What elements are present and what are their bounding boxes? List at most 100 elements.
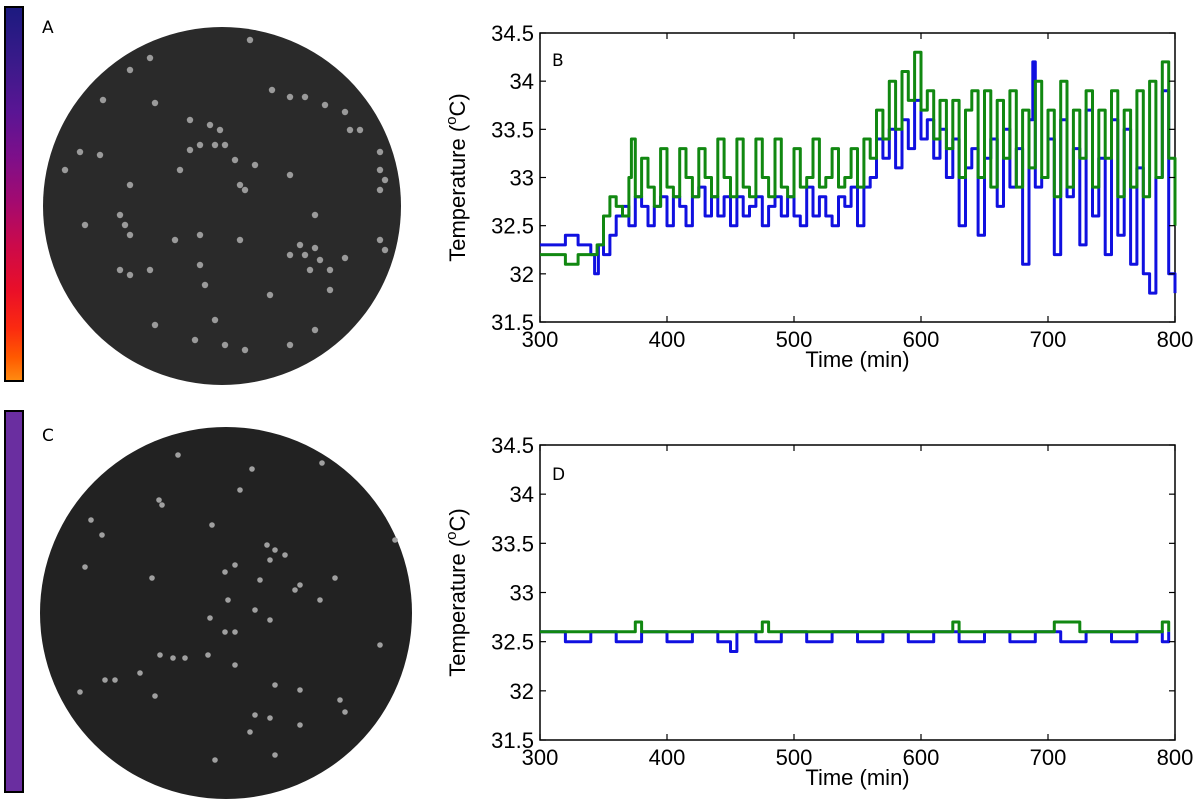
panel-label-c: C bbox=[42, 426, 54, 446]
colony bbox=[196, 231, 204, 239]
colony bbox=[292, 587, 298, 593]
series-line-green bbox=[540, 620, 1171, 634]
colony bbox=[236, 236, 244, 244]
colony bbox=[77, 689, 83, 695]
colony bbox=[76, 148, 84, 156]
y-tick-label: 32 bbox=[510, 262, 534, 287]
colony bbox=[377, 642, 383, 648]
colony bbox=[246, 36, 254, 44]
colony bbox=[157, 652, 163, 658]
colony bbox=[196, 261, 204, 269]
x-tick-label: 800 bbox=[1157, 745, 1194, 770]
colony bbox=[121, 221, 129, 229]
colony bbox=[116, 266, 124, 274]
colony bbox=[211, 316, 219, 324]
colony bbox=[222, 629, 228, 635]
colorbar-a bbox=[4, 6, 24, 382]
colony bbox=[99, 532, 105, 538]
series-line-green bbox=[540, 50, 1177, 266]
colony bbox=[232, 662, 238, 668]
colony bbox=[301, 251, 309, 259]
colony bbox=[376, 148, 384, 156]
colony bbox=[99, 96, 107, 104]
colony bbox=[332, 575, 338, 581]
x-tick-label: 500 bbox=[776, 327, 813, 352]
colony bbox=[137, 670, 143, 676]
colony bbox=[152, 693, 158, 699]
colony bbox=[82, 564, 88, 570]
x-tick-label: 700 bbox=[1030, 327, 1067, 352]
colony bbox=[286, 341, 294, 349]
x-tick-label: 600 bbox=[903, 327, 940, 352]
colonies-c bbox=[77, 452, 398, 763]
colony bbox=[126, 181, 134, 189]
colony bbox=[286, 251, 294, 259]
colony bbox=[311, 244, 319, 252]
y-tick-label: 31.5 bbox=[491, 310, 534, 335]
colony bbox=[319, 460, 325, 466]
colony bbox=[176, 166, 184, 174]
colony bbox=[268, 86, 276, 94]
colony bbox=[249, 466, 255, 472]
y-tick-label: 33.5 bbox=[491, 531, 534, 556]
panel-label-d: D bbox=[552, 465, 565, 485]
colony bbox=[306, 266, 314, 274]
colony bbox=[266, 291, 274, 299]
colony bbox=[257, 577, 263, 583]
colony bbox=[272, 682, 278, 688]
colony bbox=[212, 757, 218, 763]
colony bbox=[191, 336, 199, 344]
colony bbox=[112, 677, 118, 683]
panel-label-a: A bbox=[42, 18, 54, 38]
x-axis-label: Time (min) bbox=[805, 765, 909, 790]
colony bbox=[326, 286, 334, 294]
series-line-blue bbox=[540, 630, 1171, 653]
x-tick-label: 600 bbox=[903, 745, 940, 770]
colonies-a bbox=[61, 36, 389, 354]
colony bbox=[267, 617, 273, 623]
colony bbox=[356, 126, 364, 134]
y-tick-label: 34.5 bbox=[491, 433, 534, 458]
colony bbox=[241, 346, 249, 354]
colony bbox=[149, 575, 155, 581]
colony bbox=[381, 246, 389, 254]
colony bbox=[311, 326, 319, 334]
dish-c bbox=[40, 427, 412, 799]
colony bbox=[267, 557, 273, 563]
colony bbox=[81, 221, 89, 229]
y-tick-label: 32 bbox=[510, 679, 534, 704]
colony bbox=[286, 93, 294, 101]
x-tick-label: 300 bbox=[522, 745, 559, 770]
colony bbox=[326, 266, 334, 274]
colony bbox=[201, 281, 209, 289]
colony bbox=[317, 597, 323, 603]
colony bbox=[251, 161, 259, 169]
y-tick-label: 34 bbox=[510, 482, 534, 507]
colony bbox=[376, 186, 384, 194]
colony bbox=[221, 141, 229, 149]
colony bbox=[186, 146, 194, 154]
colony bbox=[272, 752, 278, 758]
colony bbox=[346, 126, 354, 134]
colony bbox=[264, 542, 270, 548]
colony bbox=[237, 487, 243, 493]
x-tick-label: 400 bbox=[649, 745, 686, 770]
colony bbox=[376, 166, 384, 174]
colony bbox=[222, 569, 228, 575]
y-tick-label: 33 bbox=[510, 581, 534, 606]
colony bbox=[241, 186, 249, 194]
colony bbox=[182, 655, 188, 661]
colony bbox=[342, 709, 348, 715]
x-tick-label: 500 bbox=[776, 745, 813, 770]
colony bbox=[392, 537, 398, 543]
colony bbox=[221, 341, 229, 349]
colony bbox=[252, 607, 258, 613]
y-tick-label: 34 bbox=[510, 69, 534, 94]
colony bbox=[232, 562, 238, 568]
colony bbox=[146, 266, 154, 274]
colony bbox=[146, 54, 154, 62]
colony bbox=[96, 151, 104, 159]
colony bbox=[126, 66, 134, 74]
